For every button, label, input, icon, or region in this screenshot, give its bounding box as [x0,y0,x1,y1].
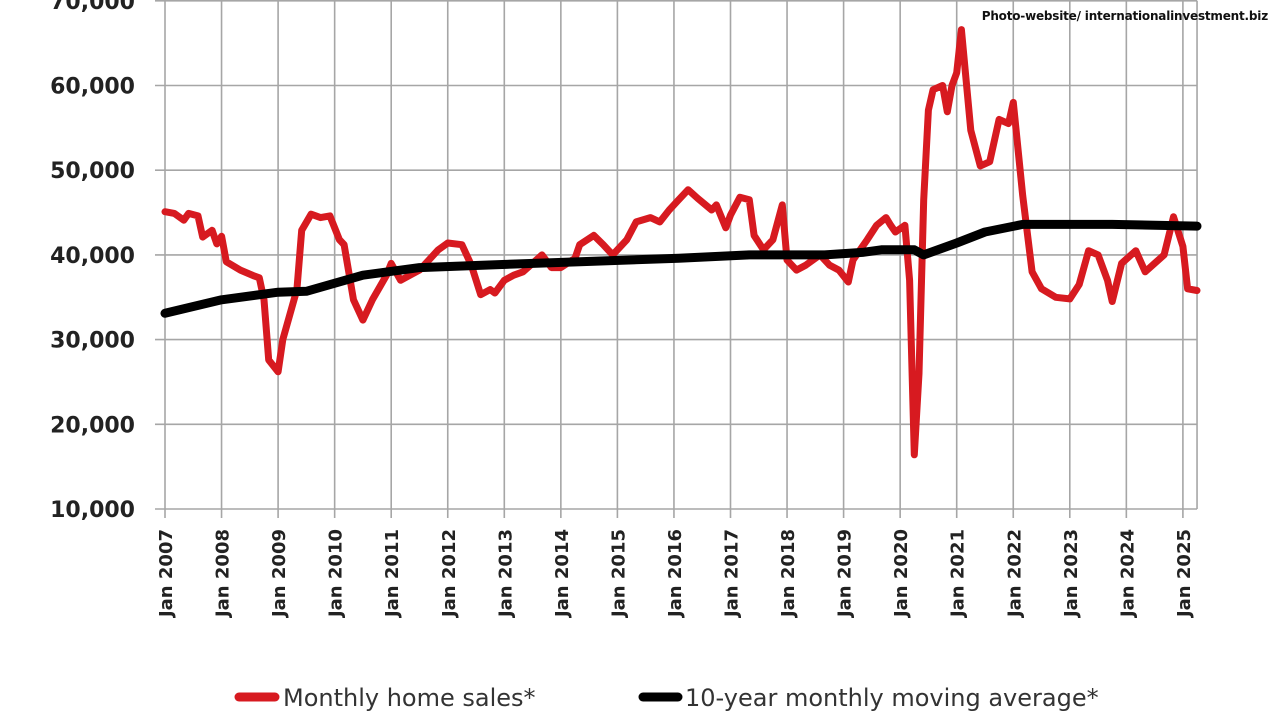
x-tick-label: Jan 2007 [156,529,177,619]
x-tick-label: Jan 2024 [1117,529,1138,619]
y-tick-label: 10,000 [50,498,135,523]
x-tick-label: Jan 2016 [665,529,686,619]
legend: Monthly home sales* 10-year monthly movi… [234,684,1099,712]
y-tick-label: 70,000 [50,0,135,15]
series-lines [160,26,1202,459]
x-tick-label: Jan 2008 [213,529,234,619]
y-axis: 10,000 20,000 30,000 40,000 50,000 60,000 70,0… [50,0,135,523]
watermark: Photo-website/ internationalinvestment.b… [981,9,1268,23]
y-tick-label: 30,000 [50,329,135,354]
x-tick-label: Jan 2010 [326,529,347,619]
x-tick-label: Jan 2011 [382,529,403,619]
x-tick-label: Jan 2018 [778,529,799,619]
legend-label-monthly-sales: Monthly home sales* [283,684,536,712]
x-axis: Jan 2007 Jan 2008 Jan 2009 Jan 2010 Jan 2011… [156,529,1195,619]
x-tick-label: Jan 2014 [552,529,573,619]
x-tick-label: Jan 2009 [269,529,290,619]
x-tick-label: Jan 2019 [835,529,856,619]
legend-label-moving-average: 10-year monthly moving average* [685,684,1099,712]
y-tick-label: 60,000 [50,75,135,100]
x-tick-label: Jan 2022 [1004,529,1025,619]
series-line-moving-average [160,219,1202,318]
x-tick-label: Jan 2025 [1174,529,1195,619]
x-tick-label: Jan 2020 [891,529,912,619]
y-tick-label: 20,000 [50,413,135,438]
x-tick-label: Jan 2017 [722,529,743,619]
x-tick-label: Jan 2015 [608,529,629,619]
x-tick-label: Jan 2013 [495,529,516,619]
x-tick-label: Jan 2021 [948,529,969,619]
y-tick-label: 40,000 [50,244,135,269]
x-tick-label: Jan 2023 [1061,529,1082,619]
series-line-monthly-home-sales [161,26,1201,459]
x-tick-label: Jan 2012 [439,529,460,619]
y-tick-label: 50,000 [50,159,135,184]
